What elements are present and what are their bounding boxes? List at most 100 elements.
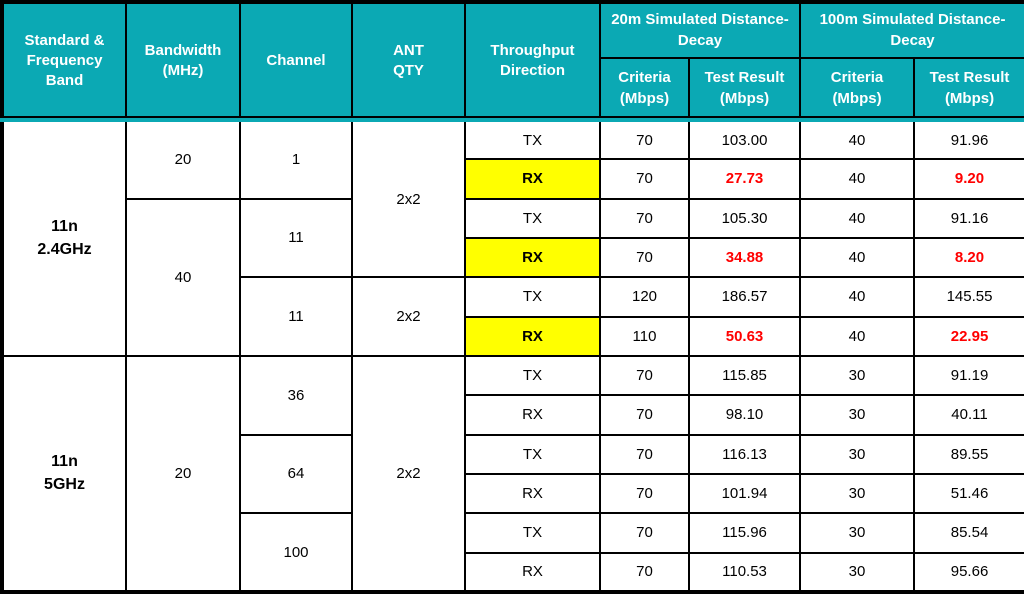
- cell-result-100m: 89.55: [913, 433, 1024, 475]
- header-criteria-20m: Criteria (Mbps): [599, 57, 690, 122]
- cell-direction-highlighted: RX: [464, 158, 601, 200]
- cell-criteria-100m: 40: [799, 197, 916, 239]
- cell-direction: RX: [464, 551, 601, 594]
- cell-bandwidth-20a: 20: [125, 119, 241, 200]
- cell-criteria-20m: 110: [599, 315, 690, 357]
- cell-result-100m-fail: 8.20: [913, 236, 1024, 279]
- cell-criteria-100m: 30: [799, 394, 916, 436]
- table-header: Standard & Frequency Band Bandwidth (MHz…: [1, 1, 1024, 122]
- cell-criteria-20m: 120: [599, 276, 690, 318]
- cell-criteria-100m: 30: [799, 512, 916, 554]
- cell-result-100m: 91.96: [913, 118, 1024, 161]
- cell-result-20m: 101.94: [687, 472, 802, 515]
- table-row: 11n 2.4GHz 20 1 2x2 TX 70 103.00 40 91.9…: [1, 118, 1024, 357]
- cell-criteria-100m: 30: [799, 472, 916, 515]
- header-standard-frequency-band: Standard & Frequency Band: [1, 1, 127, 122]
- cell-result-100m: 40.11: [913, 394, 1024, 436]
- header-sub-row: Criteria (Mbps) Test Result (Mbps) Crite…: [2, 57, 1024, 122]
- cell-channel-36: 36: [239, 354, 353, 436]
- header-throughput-direction: Throughput Direction: [464, 1, 601, 122]
- cell-result-100m: 91.16: [913, 197, 1024, 239]
- cell-direction: TX: [464, 276, 601, 318]
- header-bandwidth: Bandwidth (MHz): [125, 1, 241, 122]
- cell-result-100m-fail: 22.95: [913, 315, 1024, 357]
- cell-direction: TX: [464, 433, 601, 475]
- cell-result-20m: 98.10: [687, 394, 802, 436]
- table-row: 11n 5GHz 20 36 2x2 TX 70 115.85 30 91.19: [1, 354, 1024, 594]
- cell-result-20m: 110.53: [687, 551, 802, 594]
- cell-criteria-20m: 70: [599, 512, 690, 554]
- cell-result-100m-fail: 9.20: [913, 158, 1024, 200]
- cell-direction: TX: [464, 512, 601, 554]
- header-group-20m: 20m Simulated Distance-Decay: [598, 1, 802, 59]
- cell-bandwidth-20b: 20: [125, 354, 241, 594]
- cell-criteria-20m: 70: [599, 433, 690, 475]
- header-ant-qty: ANT QTY: [351, 1, 466, 122]
- header-channel: Channel: [239, 1, 353, 122]
- cell-result-100m: 95.66: [913, 551, 1024, 594]
- table-row: RX 70 101.94 30 51.46: [2, 472, 1024, 515]
- cell-direction: RX: [464, 472, 601, 515]
- cell-criteria-100m: 40: [799, 236, 916, 279]
- cell-criteria-100m: 40: [799, 118, 916, 161]
- cell-criteria-100m: 30: [799, 354, 916, 397]
- cell-ant-qty-1: 2x2: [351, 118, 466, 279]
- cell-channel-1: 1: [239, 119, 353, 200]
- table-row: RX 70 98.10 30 40.11: [2, 394, 1024, 436]
- cell-criteria-100m: 40: [799, 276, 916, 318]
- table-row: 40 11 TX 70 105.30 40 91.16: [2, 197, 1024, 357]
- cell-result-20m: 115.96: [687, 512, 802, 554]
- cell-result-100m: 85.54: [913, 512, 1024, 554]
- cell-channel-11a: 11: [239, 197, 353, 279]
- cell-criteria-20m: 70: [599, 158, 690, 200]
- cell-channel-64: 64: [239, 433, 353, 515]
- cell-direction-highlighted: RX: [464, 315, 601, 357]
- table-row: RX 70 110.53 30 95.66: [2, 551, 1024, 594]
- cell-direction: RX: [464, 394, 601, 436]
- cell-direction: TX: [464, 197, 601, 239]
- table-row: RX 70 27.73 40 9.20: [2, 158, 1024, 200]
- table-row: RX 110 50.63 40 22.95: [2, 315, 1024, 357]
- cell-direction: TX: [464, 354, 601, 397]
- cell-result-100m: 91.19: [913, 354, 1024, 397]
- cell-criteria-20m: 70: [599, 118, 690, 161]
- cell-result-20m-fail: 34.88: [687, 236, 802, 279]
- cell-criteria-20m: 70: [599, 472, 690, 515]
- cell-criteria-20m: 70: [599, 236, 690, 279]
- header-test-result-100m: Test Result (Mbps): [913, 57, 1024, 122]
- cell-result-100m: 145.55: [913, 276, 1024, 318]
- table-row: RX 70 34.88 40 8.20: [2, 236, 1024, 279]
- cell-direction-highlighted: RX: [464, 236, 601, 279]
- header-criteria-100m: Criteria (Mbps): [799, 57, 916, 122]
- cell-criteria-100m: 30: [799, 551, 916, 594]
- cell-result-20m: 105.30: [687, 197, 802, 239]
- cell-criteria-100m: 40: [799, 315, 916, 357]
- header-group-row: Standard & Frequency Band Bandwidth (MHz…: [1, 1, 1024, 122]
- cell-band-24ghz: 11n 2.4GHz: [1, 119, 127, 357]
- cell-band-5ghz: 11n 5GHz: [1, 354, 127, 594]
- cell-result-20m: 115.85: [687, 354, 802, 397]
- cell-channel-100: 100: [239, 512, 353, 593]
- table-row: 64 TX 70 116.13 30 89.55: [2, 433, 1024, 515]
- cell-criteria-20m: 70: [599, 394, 690, 436]
- cell-channel-11b: 11: [239, 276, 353, 357]
- cell-criteria-20m: 70: [599, 354, 690, 397]
- table-row: 11 2x2 TX 120 186.57 40 145.55: [2, 276, 1024, 357]
- cell-direction: TX: [464, 118, 601, 161]
- table-body: 11n 2.4GHz 20 1 2x2 TX 70 103.00 40 91.9…: [1, 118, 1024, 594]
- cell-result-20m-fail: 50.63: [687, 315, 802, 357]
- cell-criteria-100m: 30: [799, 433, 916, 475]
- cell-ant-qty-2: 2x2: [351, 276, 466, 357]
- cell-criteria-20m: 70: [599, 197, 690, 239]
- cell-criteria-100m: 40: [799, 158, 916, 200]
- cell-result-20m-fail: 27.73: [687, 158, 802, 200]
- cell-result-20m: 103.00: [687, 118, 802, 161]
- table-row: 100 TX 70 115.96 30 85.54: [2, 512, 1024, 593]
- header-group-100m: 100m Simulated Distance-Decay: [799, 1, 1024, 59]
- cell-result-100m: 51.46: [913, 472, 1024, 515]
- cell-ant-qty-3: 2x2: [351, 354, 466, 594]
- cell-result-20m: 116.13: [687, 433, 802, 475]
- header-test-result-20m: Test Result (Mbps): [687, 57, 802, 122]
- cell-criteria-20m: 70: [599, 551, 690, 594]
